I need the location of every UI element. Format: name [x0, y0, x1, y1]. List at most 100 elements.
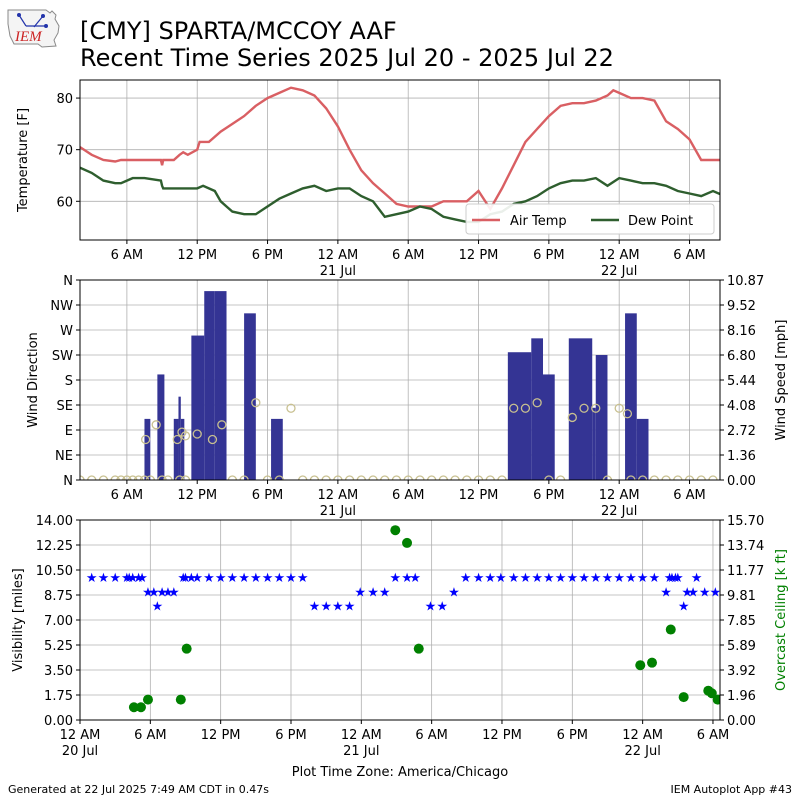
wind-speed-marker — [756, 476, 764, 484]
visibility-star-marker: ★ — [273, 571, 285, 586]
wind-speed-marker — [133, 475, 144, 480]
y-tick-label: S — [65, 374, 73, 389]
footer-app: IEM Autoplot App #43 — [670, 783, 793, 796]
x-tick-label: 12 PM — [177, 488, 217, 503]
wind-direction-bar — [636, 418, 649, 480]
wind-speed-marker — [773, 476, 781, 484]
wind-speed-marker — [274, 475, 284, 480]
wind-speed-marker — [785, 476, 793, 484]
visibility-star-marker: ★ — [664, 571, 676, 586]
wind-speed-marker — [485, 475, 495, 480]
wind-speed-marker — [163, 475, 173, 480]
x-tick-label: 6 AM — [673, 248, 706, 263]
visibility-star-marker: ★ — [142, 585, 154, 600]
wind-speed-marker — [649, 475, 660, 480]
wind-speed-marker — [217, 420, 227, 430]
visibility-star-marker: ★ — [649, 571, 661, 586]
x-tick-label: 12 AM — [317, 248, 358, 263]
y2-tick-label: 10.87 — [727, 274, 764, 289]
visibility-star-marker: ★ — [148, 585, 160, 600]
y-tick-label: 60 — [56, 195, 73, 210]
visibility-star-marker: ★ — [389, 571, 401, 586]
ceiling-marker — [712, 694, 720, 705]
y-tick-label: NE — [55, 449, 73, 464]
visibility-star-marker: ★ — [613, 571, 625, 586]
visibility-star-marker: ★ — [136, 571, 148, 586]
visibility-star-marker: ★ — [590, 571, 602, 586]
wind-speed-marker — [438, 475, 449, 480]
wind-speed-marker — [779, 476, 787, 484]
x-tick-date-label: 21 Jul — [320, 264, 356, 279]
wind-speed-marker — [368, 475, 378, 480]
wind-speed-marker — [180, 431, 191, 441]
x-tick-label: 6 AM — [673, 488, 706, 503]
wind-speed-marker — [637, 475, 648, 480]
y2-tick-label: 1.96 — [727, 689, 756, 704]
wind-direction-bar — [625, 313, 637, 480]
wind-direction-bar — [157, 374, 165, 480]
wind-direction-axis-label: Wind Direction — [26, 332, 41, 428]
visibility-star-marker: ★ — [354, 585, 366, 600]
wind-speed-marker — [87, 475, 97, 480]
visibility-star-marker: ★ — [531, 571, 543, 586]
visibility-star-marker: ★ — [578, 571, 590, 586]
wind-speed-marker — [684, 475, 695, 480]
wind-direction-bar — [204, 291, 215, 480]
iem-logo: IEM — [7, 9, 60, 48]
visibility-star-marker: ★ — [484, 571, 496, 586]
ceiling-marker — [181, 643, 192, 654]
visibility-star-marker: ★ — [678, 600, 690, 615]
wind-speed-marker — [450, 475, 460, 480]
y2-tick-label: 2.72 — [727, 424, 756, 439]
wind-speed-axis-label: Wind Speed [mph] — [774, 320, 789, 441]
wind-plot-frame — [79, 279, 721, 481]
visibility-star-marker: ★ — [309, 600, 321, 615]
wind-direction-bar — [271, 418, 283, 480]
wind-speed-marker — [532, 398, 542, 408]
y-tick-label: NW — [50, 299, 73, 314]
wind-speed-marker — [544, 475, 554, 480]
wind-speed-marker — [661, 475, 671, 480]
x-tick-label: 6 AM — [392, 248, 425, 263]
x-tick-label: 12 PM — [459, 248, 499, 263]
wind-speed-marker — [567, 412, 577, 423]
visibility-star-marker: ★ — [227, 571, 239, 586]
y2-tick-label: 9.52 — [727, 299, 756, 314]
ceiling-marker — [402, 537, 413, 548]
wind-direction-bar — [507, 352, 532, 480]
visibility-star-marker: ★ — [98, 571, 110, 586]
y-tick-label: 10.50 — [36, 564, 73, 579]
visibility-star-marker: ★ — [448, 585, 460, 600]
visibility-star-marker: ★ — [508, 571, 520, 586]
visibility-star-marker: ★ — [379, 585, 391, 600]
visibility-star-marker: ★ — [177, 571, 189, 586]
ceiling-marker — [175, 694, 186, 705]
y-tick-label: SE — [57, 399, 73, 414]
wind-speed-marker — [116, 475, 126, 480]
wind-speed-marker — [227, 475, 238, 480]
ceiling-marker — [128, 702, 139, 713]
x-tick-date-label: 22 Jul — [601, 504, 637, 519]
wind-speed-marker — [473, 475, 484, 480]
x-tick-label: 6 AM — [134, 728, 167, 743]
x-tick-label: 6 AM — [415, 728, 448, 743]
wind-speed-marker — [555, 475, 566, 480]
visibility-star-marker: ★ — [543, 571, 555, 586]
wind-speed-marker — [207, 434, 218, 445]
visibility-star-marker: ★ — [86, 571, 98, 586]
wind-speed-marker — [298, 475, 308, 480]
y-tick-label: 5.25 — [44, 639, 73, 654]
ceiling-marker — [142, 694, 153, 705]
wind-speed-marker — [791, 476, 799, 484]
y-tick-label: 7.00 — [44, 614, 73, 629]
ceiling-marker — [413, 643, 424, 654]
y-tick-label: SW — [52, 349, 73, 364]
visibility-star-marker: ★ — [250, 571, 262, 586]
wind-direction-bar — [173, 418, 179, 480]
wind-speed-marker — [122, 475, 132, 480]
visibility-star-marker: ★ — [401, 571, 413, 586]
wind-speed-marker — [497, 475, 507, 480]
visibility-star-marker: ★ — [215, 571, 227, 586]
x-tick-label: 12 PM — [482, 728, 522, 743]
